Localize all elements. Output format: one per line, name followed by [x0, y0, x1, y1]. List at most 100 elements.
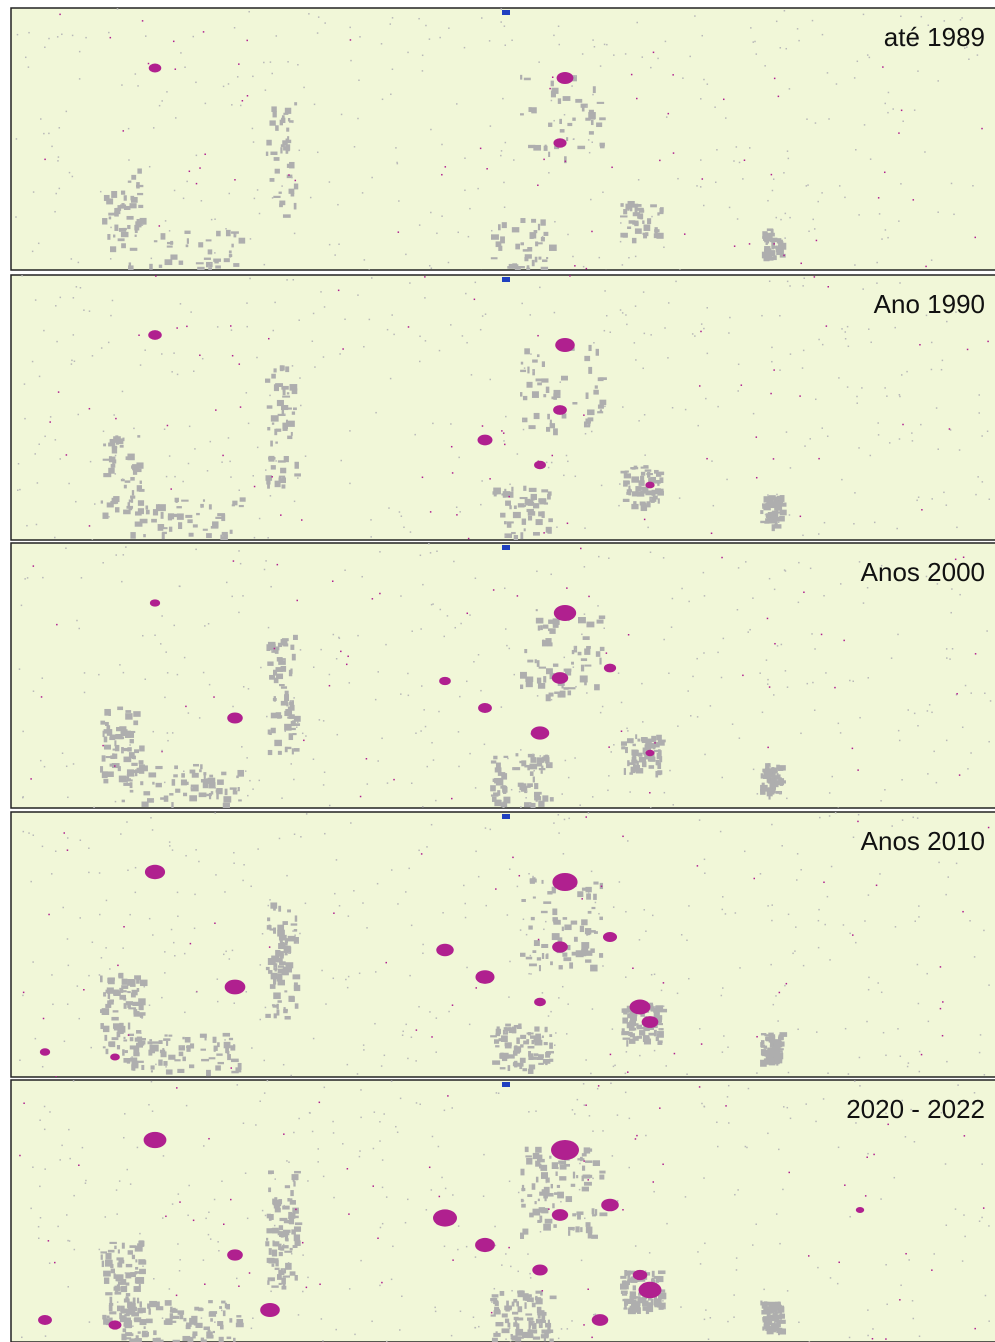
speck: [918, 916, 920, 918]
urban-patch: [191, 1316, 197, 1320]
speck: [204, 154, 206, 156]
speck: [102, 745, 104, 747]
urban-patch: [585, 959, 591, 962]
speck: [620, 309, 622, 311]
speck: [773, 458, 775, 460]
speck: [988, 1225, 990, 1227]
urban-patch: [223, 796, 231, 802]
speck: [126, 782, 128, 784]
speck: [899, 282, 901, 284]
speck: [123, 1137, 125, 1139]
urban-patch: [630, 740, 632, 743]
urban-patch: [582, 888, 588, 891]
urban-patch: [546, 954, 549, 959]
speck: [568, 818, 570, 820]
urban-patch: [128, 1002, 133, 1004]
urban-patch: [206, 1070, 211, 1076]
speck: [700, 98, 702, 100]
speck: [299, 377, 301, 379]
speck: [967, 768, 969, 770]
speck: [270, 61, 272, 63]
urban-patch: [125, 710, 131, 713]
urban-patch: [289, 189, 295, 194]
speck: [214, 218, 216, 220]
speck: [628, 634, 630, 636]
urban-patch: [526, 1158, 532, 1165]
speck: [841, 328, 843, 330]
urban-patch: [651, 736, 656, 742]
urban-patch: [267, 1280, 269, 1284]
speck: [399, 511, 401, 512]
speck: [717, 406, 719, 408]
speck: [530, 973, 532, 975]
speck: [88, 872, 90, 874]
urban-patch: [193, 764, 199, 767]
speck: [727, 1096, 729, 1098]
speck: [32, 961, 34, 963]
speck: [128, 128, 130, 129]
speck: [490, 125, 492, 127]
speck: [883, 1032, 885, 1034]
speck: [697, 1251, 699, 1253]
urban-patch: [273, 368, 276, 372]
urban-patch: [133, 1298, 136, 1304]
speck: [632, 968, 634, 970]
speck: [382, 1159, 384, 1161]
speck: [929, 704, 931, 706]
urban-patch: [548, 620, 553, 624]
speck: [563, 853, 565, 855]
urban-patch: [598, 405, 604, 409]
urban-patch: [539, 667, 546, 669]
speck: [588, 596, 590, 598]
speck: [847, 386, 849, 388]
urban-patch: [156, 783, 162, 787]
speck: [122, 947, 124, 949]
speck: [752, 597, 754, 599]
urban-patch: [635, 486, 641, 492]
speck: [477, 188, 479, 190]
speck: [767, 494, 769, 496]
speck: [722, 777, 724, 779]
urban-patch: [105, 1260, 113, 1267]
speck: [199, 355, 201, 357]
speck: [988, 827, 990, 829]
speck: [407, 1199, 409, 1201]
speck: [575, 649, 577, 651]
panel-background: [11, 8, 995, 270]
urban-patch: [494, 1039, 499, 1044]
speck: [65, 547, 67, 549]
speck: [92, 941, 94, 943]
urban-patch: [279, 684, 285, 686]
speck: [232, 706, 234, 708]
speck: [701, 323, 703, 325]
urban-patch: [625, 471, 629, 473]
urban-patch: [762, 1303, 769, 1306]
speck: [610, 751, 612, 753]
urban-patch: [567, 123, 572, 126]
urban-patch: [588, 1148, 592, 1151]
urban-patch: [103, 473, 111, 477]
speck: [214, 252, 216, 254]
speck: [613, 744, 615, 746]
speck: [62, 753, 64, 755]
speck: [174, 190, 176, 192]
urban-patch: [762, 769, 770, 773]
speck: [133, 428, 135, 430]
speck: [462, 335, 464, 337]
urban-patch: [201, 1059, 209, 1061]
speck: [363, 346, 365, 348]
speck: [566, 455, 568, 457]
urban-patch: [293, 733, 297, 735]
speck: [247, 95, 249, 97]
speck: [529, 803, 531, 805]
urban-patch: [294, 937, 299, 944]
urban-patch: [513, 1299, 517, 1303]
urban-patch: [548, 491, 552, 495]
speck: [221, 1310, 223, 1312]
speck: [265, 89, 267, 91]
urban-patch: [169, 793, 173, 795]
urban-patch: [275, 169, 280, 174]
urban-patch: [493, 488, 501, 495]
speck: [739, 967, 741, 969]
speck: [67, 938, 69, 940]
